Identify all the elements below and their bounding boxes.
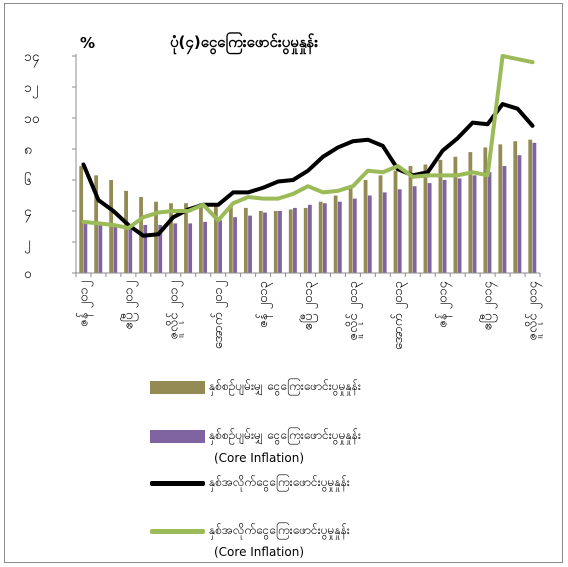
legend-swatch-annual-average	[150, 380, 205, 394]
y-tick-label: ၀	[24, 266, 32, 282]
bar-annual-average	[423, 164, 428, 273]
bar-annual-average	[169, 203, 173, 273]
y-tick-label: ၈	[24, 142, 32, 158]
x-tick-label: ဇူလိုင် ၂၀၁၃	[345, 281, 363, 341]
legend-label-yoy-core: နှစ်အလိုက်ငွေကြေးဖောင်းပွမှုနှုန်း	[209, 523, 350, 537]
legend-label-yoy: နှစ်အလိုက်ငွေကြေးဖောင်းပွမှုနှုန်း	[209, 475, 350, 489]
bar-annual-average-core	[532, 142, 537, 273]
y-tick-label: ၁၄	[24, 49, 40, 67]
bar-annual-average-core	[218, 220, 222, 273]
bar-annual-average	[303, 207, 308, 273]
legend-item-annual-average: နှစ်စဉ်ပျမ်းမျှ ငွေကြေးဖောင်းပွမှုနှုန်း	[150, 378, 361, 396]
legend-swatch-yoy-core	[150, 528, 205, 534]
bar-annual-average	[378, 175, 383, 273]
bar-annual-average-core	[173, 223, 178, 273]
bar-annual-average-core	[427, 183, 432, 273]
bar-annual-average	[228, 204, 233, 273]
legend-label-annual-average: နှစ်စဉ်ပျမ်းမျှ ငွေကြေးဖောင်းပွမှုနှုန်း	[209, 379, 361, 393]
bar-annual-average-core	[143, 224, 148, 273]
chart-frame	[4, 3, 563, 563]
bar-annual-average	[214, 203, 218, 273]
bar-annual-average	[393, 170, 398, 273]
bar-annual-average	[363, 180, 368, 273]
x-tick-label: အောက် ၂၀၁၂	[210, 281, 228, 349]
bar-annual-average	[453, 156, 458, 273]
x-tick-label: ဇန် ၂၀၁၂	[75, 281, 93, 327]
bar-annual-average	[348, 186, 353, 273]
y-tick-label: ၄	[24, 204, 32, 222]
legend-swatch-annual-average-core	[150, 429, 205, 443]
bar-annual-average	[154, 201, 158, 273]
bar-annual-average-core	[263, 212, 267, 273]
legend-item-yoy-core: နှစ်အလိုက်ငွေကြေးဖောင်းပွမှုနှုန်း	[150, 522, 350, 540]
bar-annual-average	[333, 195, 338, 273]
bar-annual-average-core	[158, 224, 163, 273]
legend-item-yoy: နှစ်အလိုက်ငွေကြေးဖောင်းပွမှုနှုန်း	[150, 474, 350, 492]
bar-annual-average-core	[322, 203, 327, 273]
legend-sublabel-yoy-core: (Core Inflation)	[214, 545, 304, 559]
bar-annual-average-core	[442, 180, 447, 273]
bar-annual-average-core	[487, 172, 492, 273]
chart-title: ပုံ(၄)ငွေကြေးဖောင်းပွမှုနှုန်း	[170, 31, 318, 55]
x-tick-label: ဧပြီ ၂၀၁၄	[480, 280, 498, 330]
bar-annual-average-core	[337, 201, 342, 273]
legend-item-annual-average-core: နှစ်စဉ်ပျမ်းမျှ ငွေကြေးဖောင်းပွမှုနှုန်း	[150, 427, 361, 445]
x-tick-label: ဧပြီ ၂၀၁၂	[120, 281, 138, 329]
bar-annual-average	[468, 152, 473, 273]
legend-label-annual-average-core: နှစ်စဉ်ပျမ်းမျှ ငွေကြေးဖောင်းပွမှုနှုန်း	[209, 428, 361, 442]
series-line-yoy	[81, 102, 535, 238]
bar-annual-average-core	[352, 198, 357, 273]
bar-annual-average	[288, 209, 293, 273]
bar-annual-average-core	[382, 192, 387, 273]
bar-annual-average-core	[203, 221, 208, 273]
legend-sublabel-annual-average-core: (Core Inflation)	[214, 451, 304, 465]
bar-annual-average-core	[293, 207, 297, 273]
bar-annual-average-core	[113, 224, 118, 273]
bar-annual-average	[243, 207, 248, 273]
bar-annual-average	[513, 141, 518, 273]
bar-annual-average	[273, 211, 278, 273]
x-tick-label: ဧပြီ ၂၀၁၃	[300, 281, 318, 330]
bar-annual-average-core	[457, 178, 462, 273]
bar-annual-average-core	[248, 215, 252, 273]
x-tick-label: အောက် ၂၀၁၃	[390, 281, 408, 350]
bar-annual-average-core	[278, 211, 282, 273]
legend-swatch-yoy	[150, 480, 205, 486]
bar-annual-average	[318, 201, 323, 273]
bar-annual-average-core	[502, 166, 507, 273]
series-line-yoy-core	[81, 54, 535, 231]
bar-annual-average-core	[83, 223, 88, 273]
x-tick-label: ဇူလိုင် ၂၀၁၂	[165, 281, 183, 340]
bar-annual-average-core	[367, 195, 372, 273]
y-tick-label: ၂	[24, 235, 31, 253]
bar-annual-average-core	[412, 186, 417, 273]
bar-annual-average	[184, 203, 188, 273]
bar-annual-average-core	[98, 223, 103, 273]
y-axis-label: %	[80, 34, 95, 52]
x-tick-label: ဇန် ၂၀၁၃	[255, 281, 273, 328]
y-tick-label: ၁၀	[24, 111, 40, 127]
bar-annual-average	[79, 166, 84, 273]
bar-annual-average	[408, 166, 413, 273]
bar-annual-average-core	[128, 224, 133, 273]
bar-annual-average-core	[517, 155, 522, 273]
bar-annual-average-core	[308, 204, 312, 273]
bar-annual-average	[498, 144, 503, 273]
bar-annual-average-core	[188, 223, 193, 273]
bar-annual-average	[124, 190, 128, 273]
x-tick-label: ဇန် ၂၀၁၄	[435, 280, 453, 328]
bar-annual-average	[483, 147, 488, 273]
x-tick-label: ဇူလိုင် ၂၀၁၄	[525, 280, 543, 340]
bar-annual-average-core	[472, 175, 477, 273]
y-tick-label: ၆	[24, 173, 32, 189]
bar-annual-average	[528, 139, 533, 273]
bar-annual-average-core	[397, 189, 402, 273]
bar-annual-average	[199, 203, 203, 273]
bar-annual-average-core	[233, 217, 237, 273]
y-tick-label: ၁၂	[24, 80, 39, 98]
bar-annual-average	[438, 159, 443, 273]
bar-annual-average	[258, 211, 263, 273]
